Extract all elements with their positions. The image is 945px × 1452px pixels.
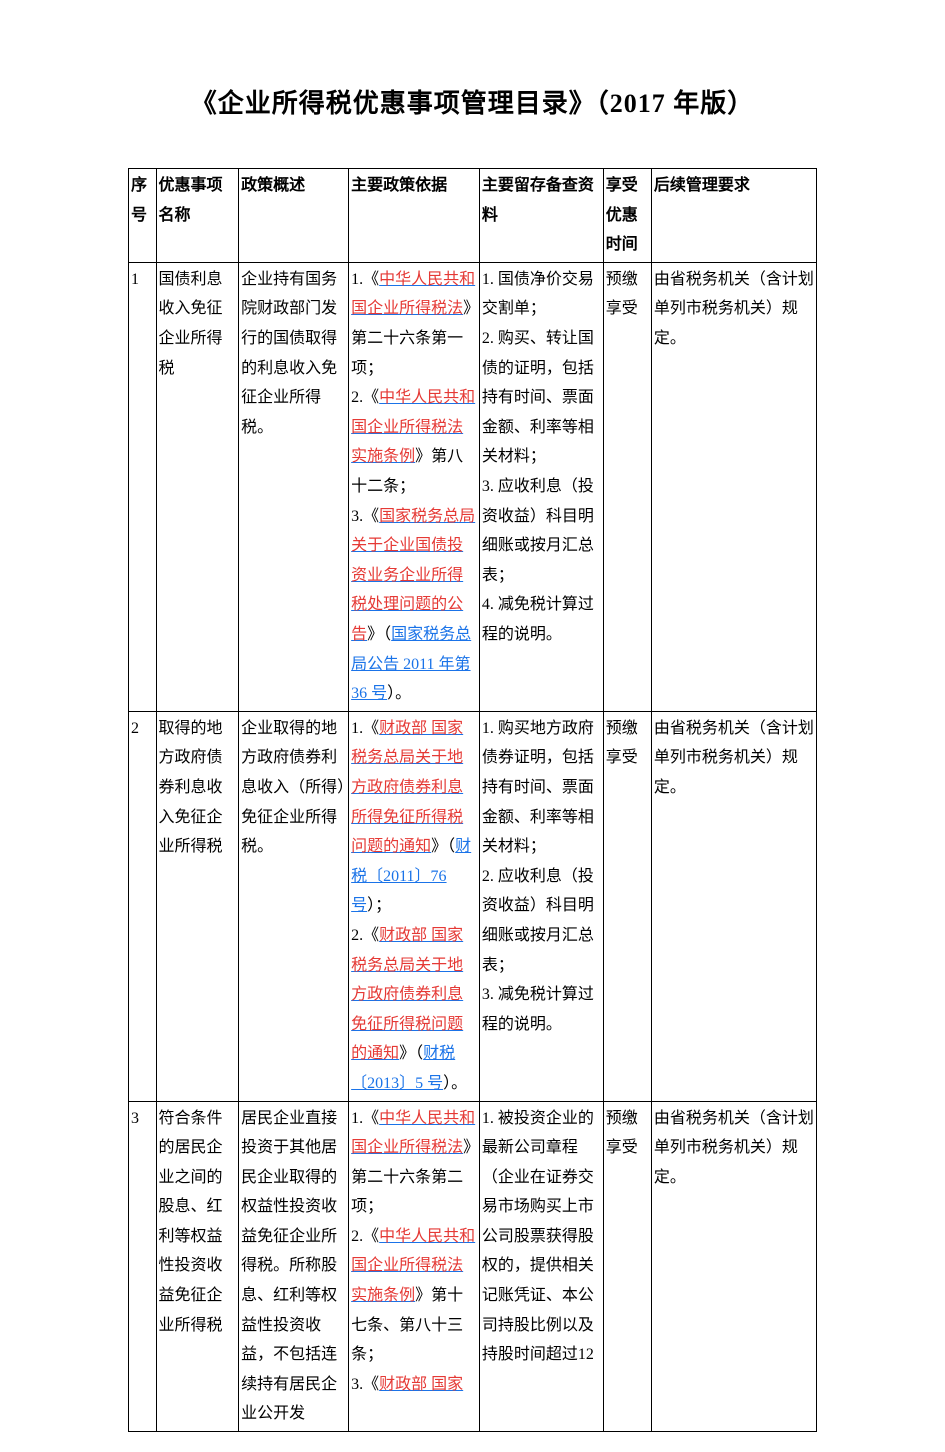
cell-idx: 2: [129, 711, 157, 1101]
table-body: 1国债利息收入免征企业所得税企业持有国务院财政部门发行的国债取得的利息收入免征企…: [129, 262, 817, 1431]
text-span: 3.《: [351, 508, 379, 525]
page-title: 《企业所得税优惠事项管理目录》（2017 年版）: [128, 80, 817, 128]
text-span: 1.《: [351, 1110, 379, 1127]
law-link[interactable]: 财政部 国家税务总局关于地方政府债券利息免征所得税问题的通知: [351, 927, 463, 1062]
col-idx: 序号: [129, 169, 157, 263]
cell-basis: 1.《中华人民共和国企业所得税法》第二十六条第一项；2.《中华人民共和国企业所得…: [349, 262, 480, 711]
col-time: 享受优惠时间: [603, 169, 651, 263]
col-name: 优惠事项名称: [156, 169, 239, 263]
law-link[interactable]: 国家税务总局关于企业国债投资业务企业所得税处理问题的公告: [351, 508, 475, 643]
cell-idx: 1: [129, 262, 157, 711]
text-span: ）。: [387, 685, 411, 702]
cell-basis: 1.《财政部 国家税务总局关于地方政府债券利息所得免征所得税问题的通知》（财税〔…: [349, 711, 480, 1101]
cell-follow: 由省税务机关（含计划单列市税务机关）规定。: [651, 1101, 816, 1432]
cell-idx: 3: [129, 1101, 157, 1432]
col-follow: 后续管理要求: [651, 169, 816, 263]
cell-summary: 居民企业直接投资于其他居民企业取得的权益性投资收益免征企业所得税。所称股息、红利…: [239, 1101, 349, 1432]
text-span: 》（: [367, 626, 391, 643]
cell-basis: 1.《中华人民共和国企业所得税法》第二十六条第二项；2.《中华人民共和国企业所得…: [349, 1101, 480, 1432]
cell-time: 预缴享受: [603, 711, 651, 1101]
text-span: 》（: [431, 838, 455, 855]
cell-name: 国债利息收入免征企业所得税: [156, 262, 239, 711]
col-docs: 主要留存备查资料: [479, 169, 603, 263]
catalog-table: 序号 优惠事项名称 政策概述 主要政策依据 主要留存备查资料 享受优惠时间 后续…: [128, 168, 817, 1432]
cell-time: 预缴享受: [603, 1101, 651, 1432]
text-span: ）。: [443, 1075, 467, 1092]
text-span: 2.《: [351, 389, 379, 406]
cell-summary: 企业取得的地方政府债券利息收入（所得）免征企业所得税。: [239, 711, 349, 1101]
text-span: 3.《: [351, 1376, 379, 1393]
cell-follow: 由省税务机关（含计划单列市税务机关）规定。: [651, 711, 816, 1101]
text-span: 2.《: [351, 1228, 379, 1245]
text-span: 1.《: [351, 271, 379, 288]
cell-name: 取得的地方政府债券利息收入免征企业所得税: [156, 711, 239, 1101]
law-link[interactable]: 财政部 国家税务总局关于地方政府债券利息所得免征所得税问题的通知: [351, 720, 463, 855]
table-row: 3符合条件的居民企业之间的股息、红利等权益性投资收益免征企业所得税居民企业直接投…: [129, 1101, 817, 1432]
table-header-row: 序号 优惠事项名称 政策概述 主要政策依据 主要留存备查资料 享受优惠时间 后续…: [129, 169, 817, 263]
text-span: ）；: [367, 897, 391, 914]
cell-summary: 企业持有国务院财政部门发行的国债取得的利息收入免征企业所得税。: [239, 262, 349, 711]
cell-time: 预缴享受: [603, 262, 651, 711]
text-span: 1.《: [351, 720, 379, 737]
cell-docs: 1. 国债净价交易交割单；2. 购买、转让国债的证明，包括持有时间、票面金额、利…: [479, 262, 603, 711]
law-link[interactable]: 财政部 国家: [379, 1376, 463, 1393]
cell-docs: 1. 购买地方政府债券证明，包括持有时间、票面金额、利率等相关材料；2. 应收利…: [479, 711, 603, 1101]
col-summary: 政策概述: [239, 169, 349, 263]
cell-follow: 由省税务机关（含计划单列市税务机关）规定。: [651, 262, 816, 711]
col-basis: 主要政策依据: [349, 169, 480, 263]
table-row: 2取得的地方政府债券利息收入免征企业所得税企业取得的地方政府债券利息收入（所得）…: [129, 711, 817, 1101]
text-span: 》（: [399, 1045, 423, 1062]
table-row: 1国债利息收入免征企业所得税企业持有国务院财政部门发行的国债取得的利息收入免征企…: [129, 262, 817, 711]
cell-docs: 1. 被投资企业的最新公司章程（企业在证券交易市场购买上市公司股票获得股权的，提…: [479, 1101, 603, 1432]
text-span: 2.《: [351, 927, 379, 944]
cell-name: 符合条件的居民企业之间的股息、红利等权益性投资收益免征企业所得税: [156, 1101, 239, 1432]
